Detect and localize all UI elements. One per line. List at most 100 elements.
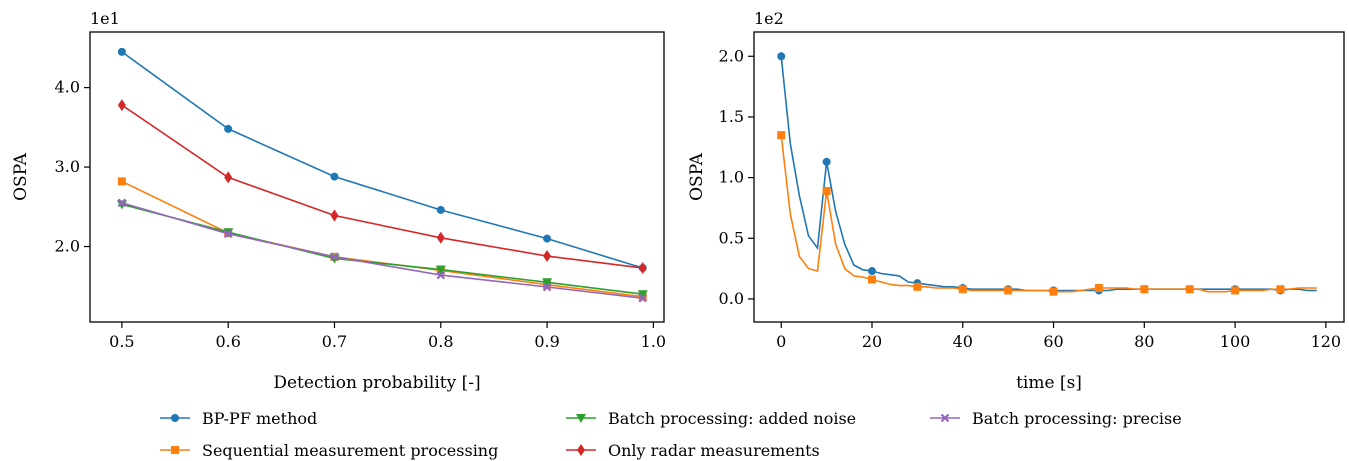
- y-offset-label: 1e2: [754, 9, 784, 28]
- data-point: [117, 198, 127, 208]
- data-point: [777, 131, 786, 140]
- data-point: [436, 205, 445, 214]
- x-tick-label: 80: [1134, 332, 1154, 351]
- x-tick-label: 20: [862, 332, 882, 351]
- data-point: [542, 278, 553, 288]
- series-bp-pf-method: [117, 47, 647, 272]
- x-tick-label: 120: [1311, 332, 1342, 351]
- data-point: [822, 157, 831, 166]
- series-sequential-measurement-processing: [777, 131, 1317, 296]
- y-tick-label: 4.0: [55, 78, 80, 97]
- data-point: [116, 200, 127, 210]
- legend-item-bp-pf: BP-PF method: [160, 409, 317, 428]
- data-point: [913, 282, 922, 291]
- x-tick-label: 100: [1220, 332, 1251, 351]
- y-tick-label: 3.0: [55, 157, 80, 176]
- x-tick-label: 0: [776, 332, 786, 351]
- y-offset-label: 1e1: [90, 9, 120, 28]
- data-point: [224, 124, 233, 133]
- series-batch-processing-added-noise: [116, 200, 648, 300]
- series-line: [121, 51, 643, 269]
- y-tick-label: 2.0: [55, 237, 80, 256]
- y-tick-label: 0.0: [719, 289, 744, 308]
- data-point: [638, 293, 648, 303]
- series-line: [121, 203, 643, 295]
- x-tick-label: 0.5: [109, 332, 134, 351]
- data-point: [868, 267, 876, 276]
- x-tick-label: 0.6: [215, 332, 240, 351]
- x-axis-label: time [s]: [1016, 373, 1082, 393]
- series-bp-pf-method: [777, 52, 1317, 295]
- legend-marker: [160, 446, 190, 454]
- legend-symbol: [171, 414, 179, 422]
- legend-label: Only radar measurements: [608, 441, 820, 460]
- data-point: [1049, 287, 1058, 296]
- legend-label: Batch processing: precise: [972, 409, 1182, 428]
- data-point: [330, 252, 339, 262]
- legend-marker: [566, 444, 596, 456]
- data-point: [224, 171, 233, 184]
- plot-frame: [753, 31, 1345, 323]
- series-line: [121, 180, 643, 298]
- data-point: [436, 270, 446, 280]
- legend: BP-PF method Sequential measurement proc…: [160, 409, 1182, 460]
- legend-marker: [160, 414, 190, 422]
- y-axis-label: OSPA: [11, 152, 31, 200]
- x-tick-label: 40: [953, 332, 973, 351]
- legend-marker: [930, 413, 960, 423]
- data-point: [958, 285, 967, 294]
- data-point: [1004, 286, 1013, 295]
- legend-item-radar-only: Only radar measurements: [566, 441, 820, 460]
- series-line: [121, 202, 643, 299]
- x-tick-label: 0.9: [534, 332, 559, 351]
- y-axis-label: OSPA: [687, 152, 707, 200]
- data-point: [223, 229, 233, 239]
- data-point: [868, 275, 876, 284]
- data-point: [330, 172, 339, 181]
- x-tick-label: 1.0: [641, 332, 666, 351]
- data-point: [638, 261, 647, 274]
- axis-ticks: 0 20 40 60 80 100 120 0.0 0.5 1.0 1.5 2.0: [719, 46, 1342, 351]
- legend-symbol: [171, 446, 179, 454]
- data-point: [1094, 284, 1103, 293]
- series-only-radar-measurements: [117, 99, 647, 274]
- data-point: [637, 290, 648, 300]
- series-group: [777, 52, 1317, 296]
- data-point: [1185, 285, 1194, 294]
- data-point: [436, 231, 445, 244]
- chart-time: 1e2 OSPA time [s] 0 20 40 60 80 100 120 0.0 0.5 1…: [687, 9, 1345, 393]
- legend-marker: [566, 414, 596, 423]
- x-axis-label: Detection probability [-]: [273, 373, 480, 393]
- legend-item-sequential: Sequential measurement processing: [160, 441, 498, 460]
- y-tick-label: 0.5: [719, 228, 744, 247]
- data-point: [542, 282, 552, 292]
- series-batch-processing-precise: [117, 198, 648, 303]
- legend-label: BP-PF method: [202, 409, 317, 428]
- plot-frame: [89, 31, 665, 323]
- data-point: [1140, 285, 1149, 294]
- series-line: [121, 104, 643, 269]
- data-point: [330, 209, 339, 222]
- series-line: [780, 56, 1317, 292]
- x-tick-label: 0.8: [428, 332, 453, 351]
- legend-item-batch-precise: Batch processing: precise: [930, 409, 1182, 428]
- data-point: [1231, 286, 1240, 295]
- series-sequential-measurement-processing: [117, 177, 647, 301]
- data-point: [1276, 285, 1285, 294]
- legend-label: Sequential measurement processing: [202, 441, 498, 460]
- x-tick-label: 60: [1043, 332, 1063, 351]
- legend-symbol: [940, 413, 950, 423]
- data-point: [543, 250, 552, 263]
- legend-item-batch-noise: Batch processing: added noise: [566, 409, 856, 428]
- y-tick-label: 1.5: [719, 107, 744, 126]
- data-point: [822, 186, 831, 195]
- axis-ticks: 0.5 0.6 0.7 0.8 0.9 1.0 2.0 3.0 4.0: [55, 78, 667, 351]
- data-point: [543, 234, 552, 243]
- legend-symbol: [577, 444, 585, 456]
- legend-label: Batch processing: added noise: [608, 409, 856, 428]
- x-tick-label: 0.7: [322, 332, 347, 351]
- data-point: [435, 265, 446, 275]
- data-point: [117, 99, 126, 112]
- chart-detection-probability: 1e1 OSPA Detection probability [-] 0.5 0.…: [11, 9, 666, 393]
